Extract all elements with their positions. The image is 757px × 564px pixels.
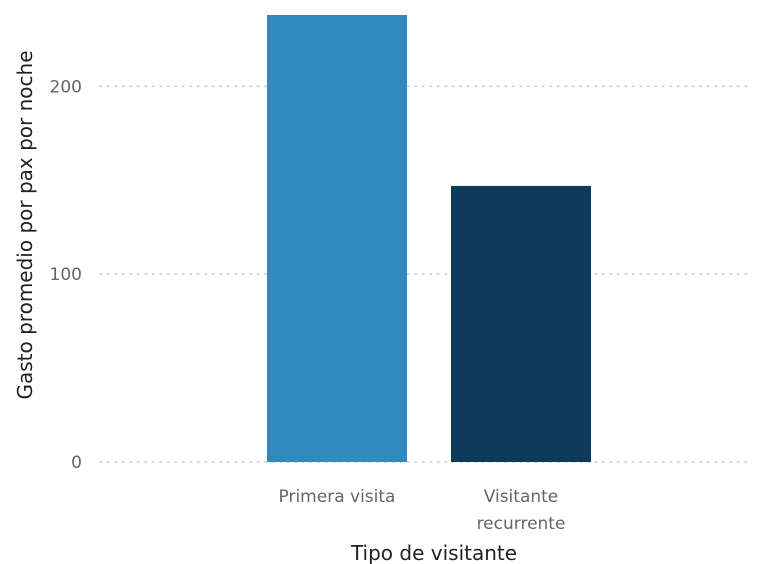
y-tick-label: 200 xyxy=(50,77,82,97)
y-tick-labels: 0 100 200 xyxy=(50,77,82,473)
gridlines xyxy=(99,85,751,463)
y-axis-title: Gasto promedio por pax por noche xyxy=(13,50,37,399)
x-axis-title: Tipo de visitante xyxy=(350,541,517,564)
bars xyxy=(267,15,591,463)
bar-0[interactable] xyxy=(267,15,407,462)
bar-1[interactable] xyxy=(451,185,591,463)
x-category-label: Primera visita xyxy=(279,487,396,507)
x-category-label: Visitante recurrente xyxy=(477,487,566,534)
x-category-labels: Primera visita Visitante recurrente xyxy=(279,487,566,534)
y-tick-label: 100 xyxy=(50,265,82,285)
y-tick-label: 0 xyxy=(71,453,82,473)
